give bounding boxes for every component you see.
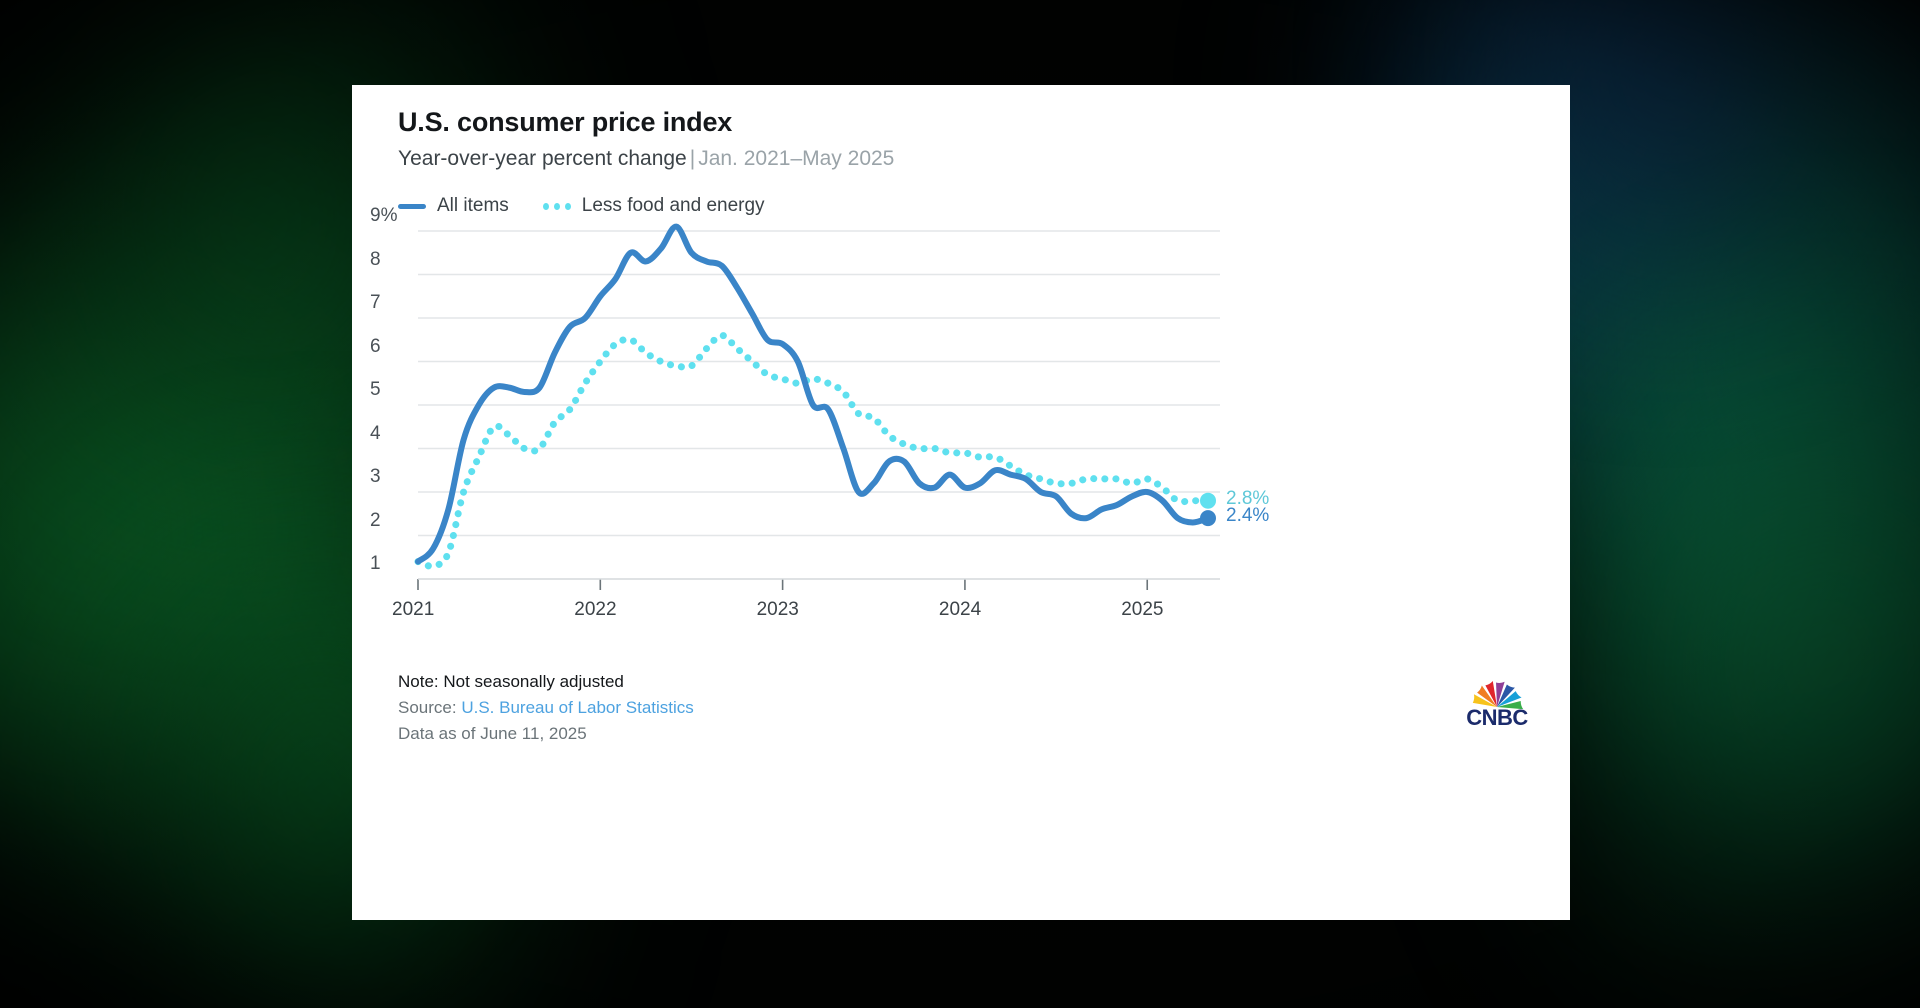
source-link[interactable]: U.S. Bureau of Labor Statistics bbox=[461, 698, 694, 717]
subtitle-date-range: Jan. 2021–May 2025 bbox=[698, 147, 895, 170]
subtitle-metric: Year-over-year percent change bbox=[398, 147, 687, 170]
legend-item-all-items[interactable]: All items bbox=[398, 195, 509, 217]
legend-swatch-dotted-line-icon bbox=[542, 202, 571, 210]
endpoint-label-all-items: 2.4% bbox=[1226, 505, 1270, 527]
series-endpoint-dot-all-items bbox=[1200, 510, 1216, 527]
y-axis-tick-label: 7 bbox=[370, 292, 381, 313]
x-axis-tick-label: 2024 bbox=[938, 599, 982, 620]
x-axis-tick-label: 2021 bbox=[392, 599, 435, 620]
cnbc-peacock-logo: CNBC bbox=[1462, 663, 1532, 731]
chart-note: Note: Not seasonally adjusted bbox=[398, 672, 624, 691]
y-axis-tick-label: 9% bbox=[370, 205, 398, 226]
legend-label-all-items: All items bbox=[437, 195, 509, 216]
series-line-less-food-and-energy bbox=[414, 331, 1212, 570]
cnbc-wordmark: CNBC bbox=[1466, 705, 1528, 730]
chart-data-as-of: Data as of June 11, 2025 bbox=[398, 724, 587, 743]
legend-swatch-solid-line-icon bbox=[398, 203, 426, 209]
subtitle-separator: | bbox=[689, 147, 696, 170]
line-chart-plot bbox=[414, 223, 1220, 590]
y-axis-tick-label: 8 bbox=[370, 248, 381, 270]
y-axis-tick-label: 5 bbox=[370, 379, 381, 400]
legend-label-less-food-and-energy: Less food and energy bbox=[581, 195, 765, 216]
legend-item-less-food-and-energy[interactable]: Less food and energy bbox=[542, 195, 765, 217]
x-axis-tick-label: 2025 bbox=[1121, 599, 1164, 620]
x-axis-tick-label: 2023 bbox=[756, 599, 799, 620]
chart-source: Source: U.S. Bureau of Labor Statistics bbox=[398, 698, 694, 718]
series-line-all-items bbox=[415, 223, 1211, 565]
page-title: U.S. consumer price index bbox=[398, 107, 733, 137]
peacock-icon bbox=[1472, 681, 1524, 710]
y-axis-tick-label: 3 bbox=[370, 466, 381, 487]
y-axis-tick-label: 4 bbox=[370, 422, 381, 444]
series-endpoint-dot-less-food-and-energy bbox=[1200, 492, 1216, 509]
chart-x-tickmarks bbox=[417, 579, 1149, 590]
y-axis-tick-label: 1 bbox=[370, 553, 381, 574]
chart-card: U.S. consumer price index Year-over-year… bbox=[352, 85, 1570, 920]
y-axis-tick-label: 2 bbox=[370, 509, 381, 531]
y-axis-tick-label: 6 bbox=[370, 335, 381, 357]
x-axis-tick-label: 2022 bbox=[574, 599, 617, 620]
source-prefix: Source: bbox=[398, 698, 457, 717]
chart-legend: All items Less food and energy bbox=[398, 195, 765, 217]
endpoint-label-less-food-and-energy: 2.8% bbox=[1226, 487, 1270, 509]
chart-subtitle: Year-over-year percent change | Jan. 2021–… bbox=[398, 147, 894, 171]
